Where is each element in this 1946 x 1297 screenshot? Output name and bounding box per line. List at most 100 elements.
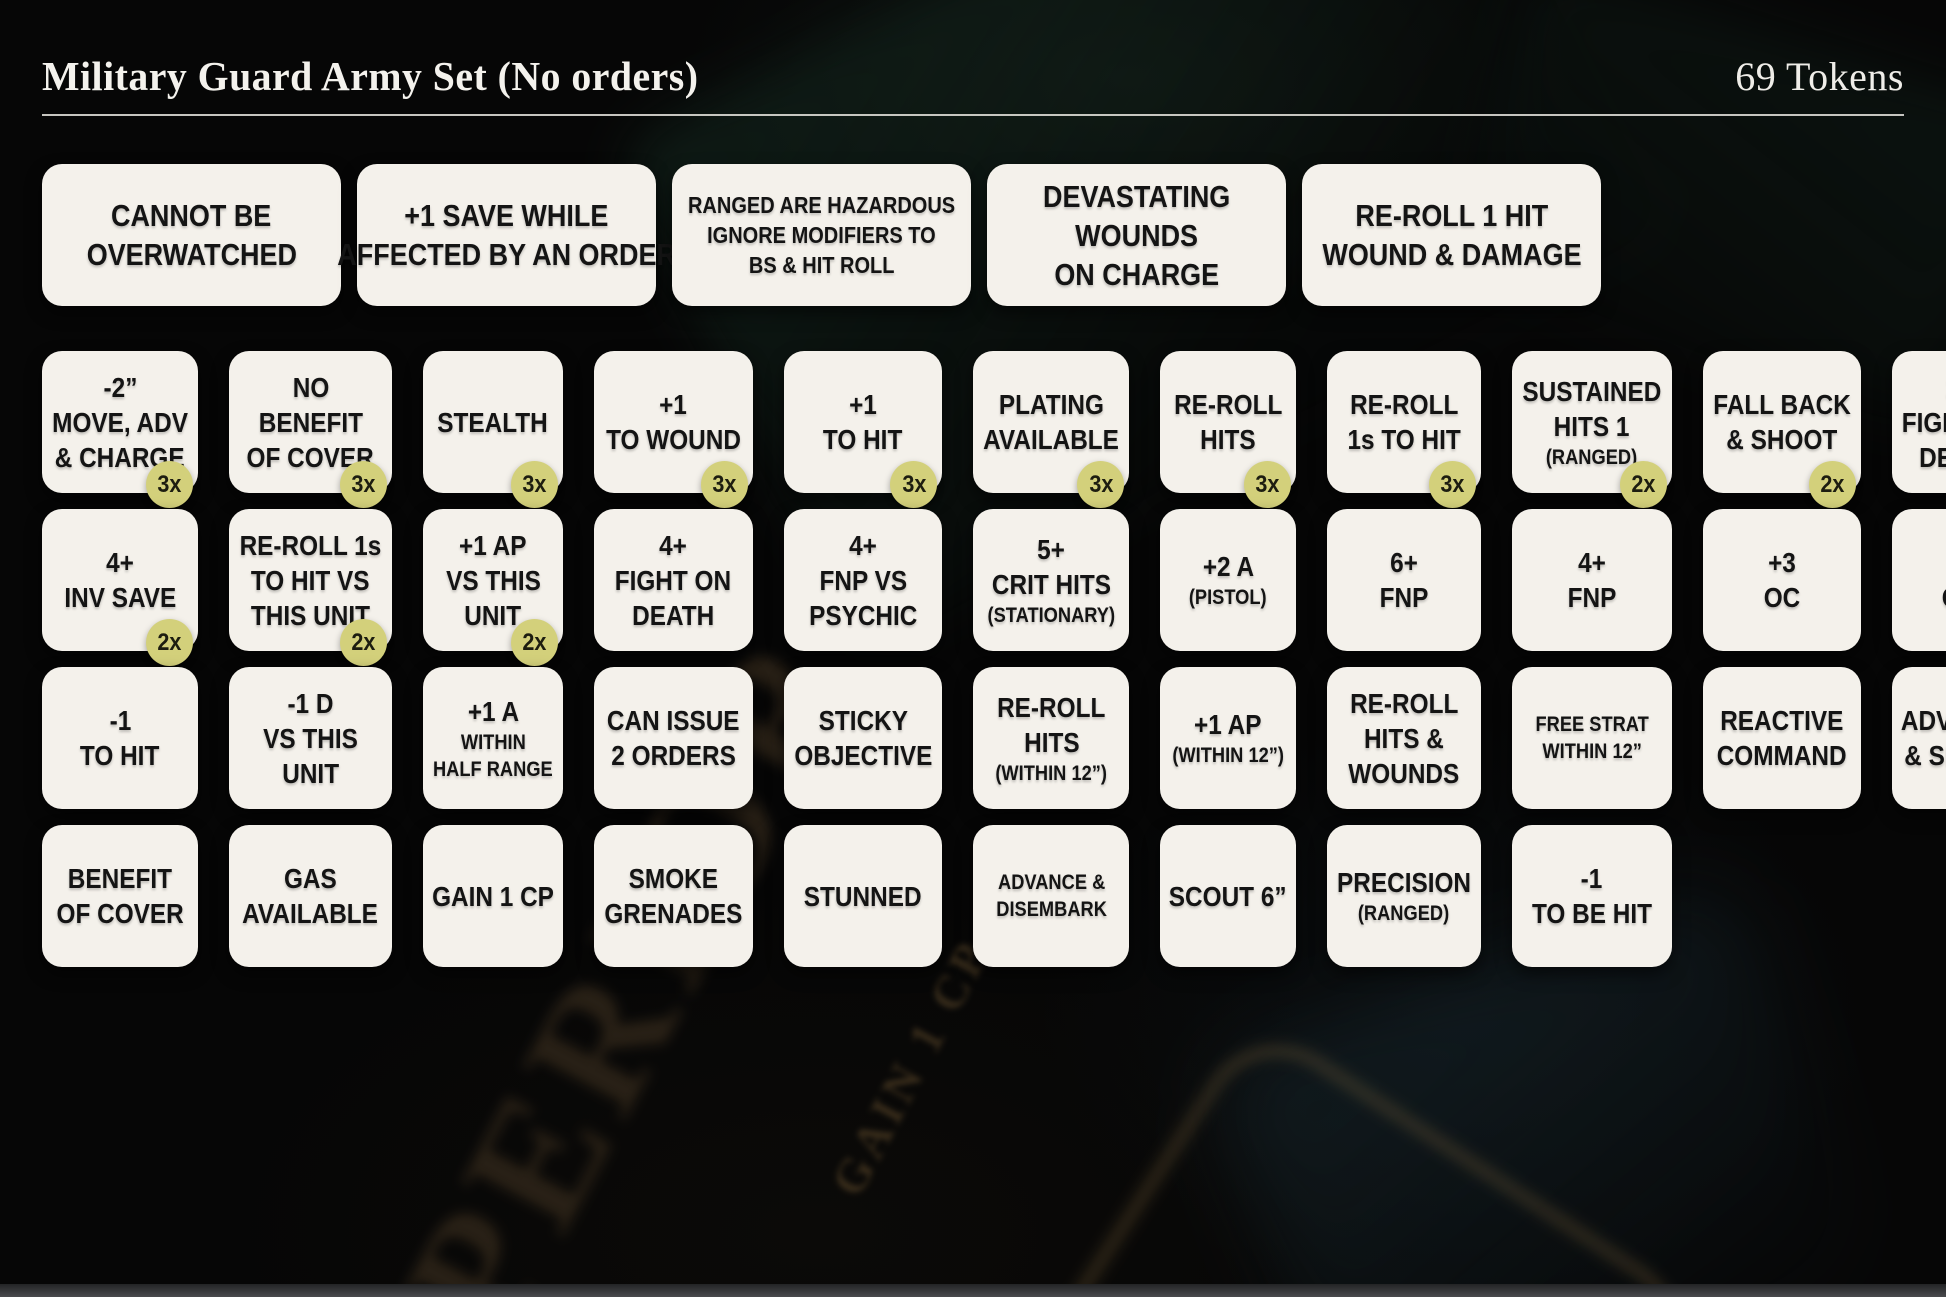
token-label-line: WOUNDS (1075, 217, 1198, 253)
token-label: STUNNED (795, 879, 930, 914)
token-label: FALL BACK & SHOOT (1703, 387, 1861, 457)
quantity-badge: 2x (339, 619, 387, 666)
token-label-line: HALF RANGE (433, 757, 553, 781)
token-label: -1OC (1939, 545, 1946, 615)
quantity-badge: 2x (1808, 461, 1856, 508)
token-label: RE-ROLL 1s TO HIT VS THIS UNIT (229, 528, 392, 633)
token-label-line: (RANGED) (1358, 902, 1450, 925)
token-label-line: AVAILABLE (983, 424, 1120, 455)
token-label: FREE STRAT WITHIN 12” (1527, 711, 1657, 765)
token-label: 5+ CRIT HITS (STATIONARY) (978, 532, 1125, 629)
token-label-line: AFFECTED BY AN ORDER (337, 237, 676, 272)
token-grid: -2” MOVE, ADV & CHARGE 3x NO BENEFIT OF COVER 3… (42, 351, 1946, 967)
token-label-line: FALL BACK (1712, 389, 1851, 420)
token-label-line: VS THIS (445, 564, 541, 596)
token-label-line: DEVASTATING (1042, 178, 1231, 214)
token-label: RE-ROLL 1s TO HIT (1339, 387, 1469, 457)
token-2: -2” MOVE, ADV & CHARGE 3x (42, 351, 199, 508)
quantity-badge: 3x (890, 461, 938, 508)
token-1-a: +1 A WITHIN HALF RANGE (422, 667, 563, 809)
token-plating: PLATING AVAILABLE 3x (973, 351, 1130, 508)
token-smoke: SMOKE GRENADES (593, 825, 753, 967)
token-precision: PRECISION (RANGED) (1326, 825, 1481, 967)
token-label-line: ADVANCE (1900, 705, 1946, 736)
header: Military Guard Army Set (No orders) 69 T… (42, 0, 1904, 116)
token-label: CANNOT BE OVERWATCHED (71, 196, 313, 274)
token-label: -1 TO BE HIT (1523, 861, 1661, 931)
token-label-line: COMMAND (1716, 740, 1847, 771)
token-label: GAIN 1 CP (423, 879, 563, 914)
quantity-badge: 3x (510, 461, 558, 508)
token-cannot-be: CANNOT BE OVERWATCHED (42, 164, 341, 306)
token-label-line: SMOKE (628, 863, 718, 894)
quantity-badge: 3x (1243, 461, 1291, 508)
token-label-line: -1 (1580, 863, 1603, 894)
token-label: ADVANCE & DISEMBARK (988, 869, 1115, 923)
token-label-line: OC (1942, 580, 1946, 615)
token-label-line: PLATING (998, 389, 1104, 420)
token-ranged-are-hazardous: RANGED ARE HAZARDOUS IGNORE MODIFIERS TO B… (672, 164, 971, 306)
token-label: SUSTAINED HITS 1 (RANGED) (1512, 374, 1672, 471)
token-1-save-while: +1 SAVE WHILE AFFECTED BY AN ORDER (337, 164, 676, 306)
quantity-badge: 3x (700, 461, 748, 508)
token-label: GAS AVAILABLE (232, 861, 388, 931)
token-5: 5+ CRIT HITS (STATIONARY) (973, 509, 1130, 651)
token-2: 2+FIGHT ONDEATH2x (1891, 351, 1946, 493)
token-label: CAN ISSUE 2 ORDERS (597, 703, 749, 773)
token-label-line: DEATH (1918, 441, 1946, 473)
token-advance: ADVANCE & DISEMBARK (973, 825, 1130, 967)
token-label: RE-ROLL HITS (1166, 387, 1290, 457)
token-label-line: HITS & (1363, 722, 1444, 754)
token-label-line: +1 A (467, 695, 519, 727)
token-4: 4+ INV SAVE 2x (42, 509, 199, 666)
token-label: PLATING AVAILABLE (973, 387, 1129, 457)
token-label-line: STEALTH (437, 406, 549, 438)
token-label: +1 SAVE WHILE AFFECTED BY AN ORDER (312, 196, 701, 274)
token-4: 4+ FNP (1511, 509, 1672, 651)
token-re-roll: RE-ROLL HITS 3x (1160, 351, 1296, 508)
token-label-line: BENEFIT (258, 406, 363, 438)
token-label: +1 TO HIT (817, 387, 908, 457)
token-label-line: RANGED ARE HAZARDOUS (687, 192, 956, 218)
token-label-line: IGNORE MODIFIERS TO (707, 222, 936, 248)
token-label: 4+ FNP VS PSYCHIC (801, 528, 925, 633)
token-label-line: +3 (1767, 547, 1796, 578)
token-label-line: GAS (284, 863, 337, 894)
token-1: +1 TO WOUND 3x (593, 351, 753, 508)
token-label-line: HITS (1200, 424, 1256, 455)
token-label-line: RE-ROLL 1 HIT (1355, 198, 1548, 233)
page-title: Military Guard Army Set (No orders) (42, 53, 699, 99)
token-label-line: OVERWATCHED (86, 237, 297, 272)
token-label-line: FIGHT ON (615, 564, 732, 596)
quantity-badge: 2x (146, 619, 194, 666)
token-label-line: (WITHIN 12”) (995, 761, 1108, 785)
token-label-line: RE-ROLL (1349, 687, 1458, 719)
token-label: +1 TO WOUND (596, 387, 751, 457)
quantity-badge: 3x (339, 461, 387, 508)
token-label-line: 2 ORDERS (611, 740, 736, 771)
token-label: RE-ROLL HITS (WITHIN 12”) (987, 690, 1115, 787)
token-1: -1 TO HIT (42, 667, 199, 809)
token-label-line: HITS 1 (1553, 410, 1630, 442)
token-label-line: 6+ (1389, 547, 1418, 578)
token-label-line: SCOUT 6” (1169, 880, 1288, 912)
token-label-line: 5+ (1037, 533, 1066, 565)
token-label-line: +1 SAVE WHILE (404, 198, 609, 233)
token-1: -1 TO BE HIT (1511, 825, 1672, 967)
token-label: +2 A (PISTOL) (1183, 549, 1272, 611)
token-label-line: OBJECTIVE (794, 740, 933, 771)
token-label-line: MOVE, ADV (52, 406, 188, 438)
token-label-line: (RANGED) (1546, 445, 1638, 469)
token-label-line: DEATH (632, 599, 715, 631)
token-label: -1 D VS THIS UNIT (256, 686, 365, 791)
token-label-line: CANNOT BE (111, 198, 272, 233)
token-gain-1-cp: GAIN 1 CP (422, 825, 563, 967)
token-label: -1 TO HIT (74, 703, 165, 773)
token-label: RANGED ARE HAZARDOUS IGNORE MODIFIERS TO B… (668, 190, 975, 280)
token-label-line: & SHOOT (1726, 424, 1838, 455)
token-label: STEALTH (429, 405, 556, 440)
token-label-line: WITHIN 12” (1541, 740, 1642, 763)
token-label-line: 4+ (106, 547, 134, 578)
